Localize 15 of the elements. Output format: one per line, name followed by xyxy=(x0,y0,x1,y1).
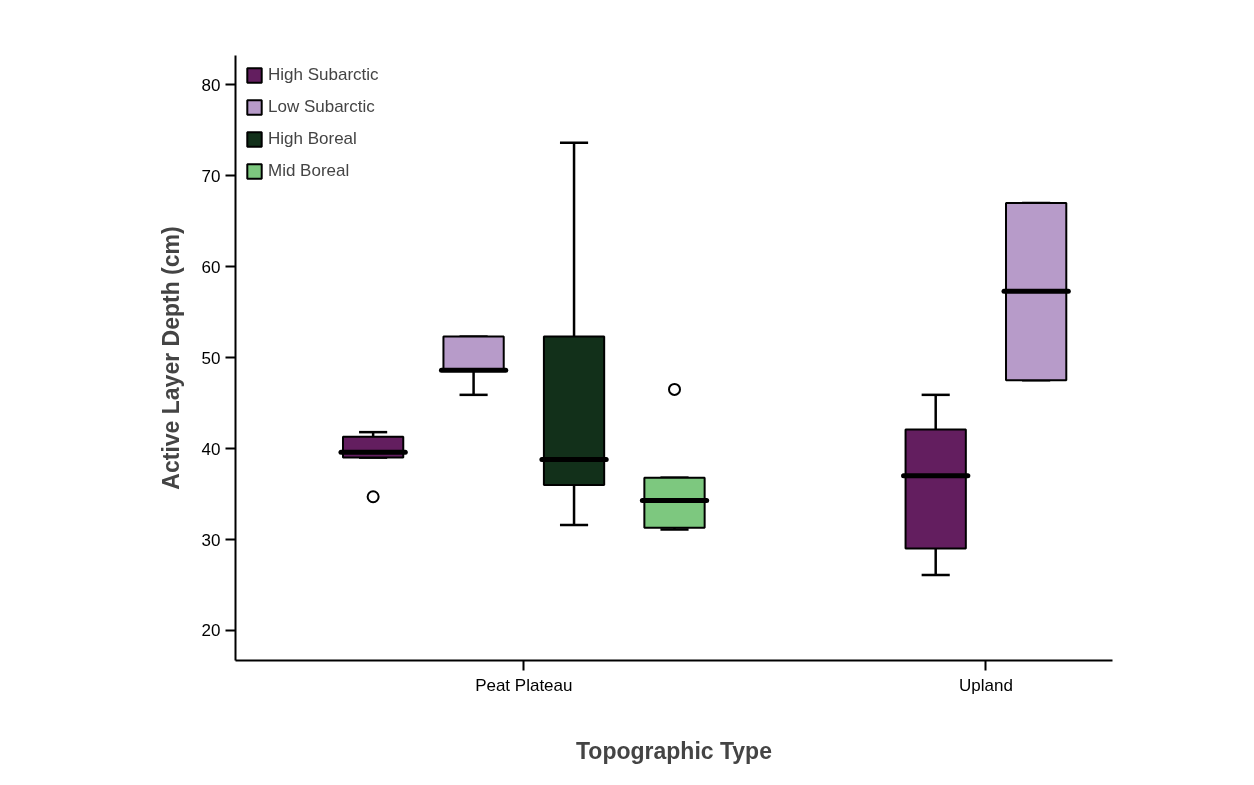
x-tick-label: Upland xyxy=(958,675,1013,695)
legend-label: Low Subarctic xyxy=(268,97,375,117)
x-axis-title: Topographic Type xyxy=(576,737,772,764)
y-axis-title: Active Layer Depth (cm) xyxy=(157,226,184,490)
legend-label: Mid Boreal xyxy=(268,161,350,181)
y-tick-label: 50 xyxy=(201,348,221,368)
legend-label: High Boreal xyxy=(268,129,357,149)
y-tick-label: 20 xyxy=(201,621,221,641)
y-tick-label: 60 xyxy=(201,257,221,277)
y-tick-label: 40 xyxy=(201,439,221,459)
y-tick-label: 80 xyxy=(201,75,221,95)
x-tick-label: Peat Plateau xyxy=(475,675,573,695)
y-tick-label: 70 xyxy=(201,166,221,186)
legend-label: High Subarctic xyxy=(268,65,379,85)
y-tick-label: 30 xyxy=(201,530,221,550)
